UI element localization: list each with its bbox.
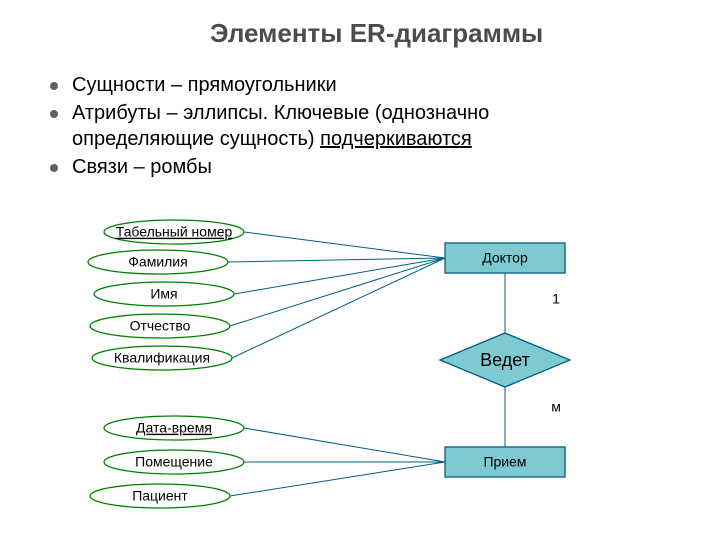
edge xyxy=(230,258,445,326)
edge xyxy=(230,462,445,496)
entity-label: Прием xyxy=(483,454,526,470)
edge xyxy=(232,258,445,358)
cardinality-label: 1 xyxy=(552,291,560,307)
attribute-label: Фамилия xyxy=(128,254,187,270)
cardinality-label: м xyxy=(551,399,561,415)
entity-label: Доктор xyxy=(482,250,528,266)
edge xyxy=(244,428,445,462)
attribute-label: Отчество xyxy=(130,318,191,334)
relation-label: Ведет xyxy=(480,350,530,370)
attribute-label: Помещение xyxy=(135,454,213,470)
attribute-label: Пациент xyxy=(132,488,188,504)
edge xyxy=(228,258,445,262)
attribute-label: Имя xyxy=(150,286,177,302)
attribute-label: Квалификация xyxy=(114,350,210,366)
edge xyxy=(244,232,445,258)
slide: Элементы ER-диаграммы Сущности – прямоуг… xyxy=(0,0,720,540)
er-diagram: Табельный номер Фамилия Имя Отчество Квалифи… xyxy=(0,0,720,540)
edge xyxy=(234,258,445,294)
attribute-label: Дата-время xyxy=(136,420,212,436)
attribute-label: Табельный номер xyxy=(116,224,233,240)
